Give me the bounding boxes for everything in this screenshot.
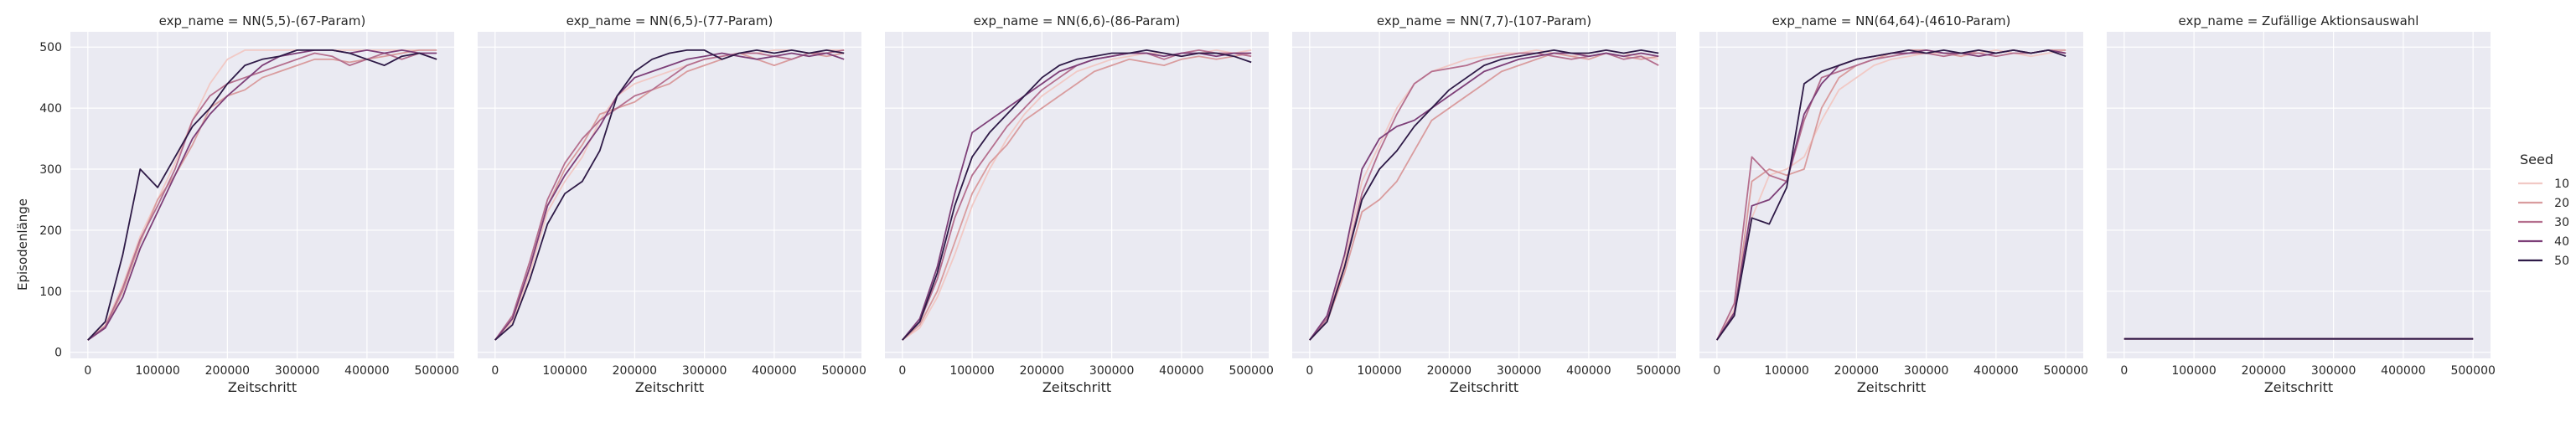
plot-area bbox=[885, 32, 1269, 358]
x-tick-label: 500000 bbox=[2043, 364, 2087, 378]
panel-title: exp_name = NN(7,7)-(107-Param) bbox=[1377, 13, 1591, 29]
plot-area bbox=[1699, 32, 2083, 358]
x-tick-label: 100000 bbox=[2171, 364, 2216, 378]
facet-panel-2: exp_name = NN(6,5)-(77-Param) 0 100000 2000… bbox=[478, 13, 866, 395]
series-line-seed-50 bbox=[87, 49, 437, 341]
x-axis-label: Zeitschritt bbox=[228, 379, 297, 395]
x-tick-label: 400000 bbox=[752, 364, 796, 378]
x-tick-label: 200000 bbox=[1427, 364, 1472, 378]
x-tick-label: 0 bbox=[1306, 364, 1313, 378]
series-line-seed-40 bbox=[494, 52, 845, 341]
series-line-seed-40 bbox=[902, 52, 1252, 341]
series-line-seed-30 bbox=[1715, 49, 2066, 341]
x-tick-label: 100000 bbox=[135, 364, 179, 378]
y-tick-label: 500 bbox=[39, 41, 62, 54]
series-line-seed-10 bbox=[87, 49, 437, 341]
x-tick-label: 100000 bbox=[542, 364, 587, 378]
x-tick-label: 400000 bbox=[344, 364, 389, 378]
x-tick-label: 200000 bbox=[205, 364, 250, 378]
legend: Seed 10 20 30 40 50 bbox=[2518, 152, 2569, 268]
facet-panel-4: exp_name = NN(7,7)-(107-Param) 0 100000 200… bbox=[1292, 13, 1681, 395]
x-tick-label: 400000 bbox=[1159, 364, 1203, 378]
series-line-seed-50 bbox=[902, 49, 1252, 341]
x-axis-label: Zeitschritt bbox=[1857, 379, 1926, 395]
panel-title: exp_name = Zufällige Aktionsauswahl bbox=[2179, 13, 2419, 29]
facet-panel-6: exp_name = Zufällige Aktionsauswahl 0 1000… bbox=[2107, 13, 2496, 395]
series-line-seed-30 bbox=[87, 52, 437, 341]
x-tick-label: 300000 bbox=[1089, 364, 1134, 378]
x-axis-label: Zeitschritt bbox=[635, 379, 704, 395]
legend-title: Seed bbox=[2520, 152, 2553, 167]
plot-area bbox=[2107, 32, 2491, 358]
legend-label-seed-40: 40 bbox=[2554, 235, 2569, 249]
x-tick-label: 0 bbox=[898, 364, 906, 378]
x-tick-label: 400000 bbox=[1566, 364, 1611, 378]
plot-area bbox=[478, 32, 861, 358]
series-line-seed-20 bbox=[494, 52, 845, 341]
facet-panel-1: exp_name = NN(5,5)-(67-Param)0 100000 2000… bbox=[39, 13, 459, 395]
x-tick-label: 0 bbox=[491, 364, 499, 378]
x-tick-label: 100000 bbox=[1357, 364, 1401, 378]
x-tick-label: 300000 bbox=[682, 364, 727, 378]
series-line-seed-10 bbox=[494, 49, 845, 341]
legend-label-seed-50: 50 bbox=[2554, 255, 2569, 268]
facet-panels: exp_name = NN(5,5)-(67-Param)0 100000 2000… bbox=[39, 13, 2496, 395]
series-line-seed-50 bbox=[494, 49, 845, 341]
legend-label-seed-30: 30 bbox=[2554, 216, 2569, 229]
facet-panel-5: exp_name = NN(64,64)-(4610-Param) 0 100000… bbox=[1699, 13, 2088, 395]
y-tick-label: 300 bbox=[39, 163, 62, 177]
y-tick-label: 0 bbox=[54, 347, 62, 360]
legend-label-seed-10: 10 bbox=[2554, 178, 2569, 191]
x-tick-label: 500000 bbox=[414, 364, 458, 378]
x-tick-label: 500000 bbox=[1229, 364, 1273, 378]
y-tick-label: 200 bbox=[39, 224, 62, 238]
y-tick-label: 400 bbox=[39, 102, 62, 116]
x-axis-label: Zeitschritt bbox=[1450, 379, 1518, 395]
panel-title: exp_name = NN(64,64)-(4610-Param) bbox=[1772, 13, 2011, 29]
x-tick-label: 100000 bbox=[1764, 364, 1808, 378]
x-tick-label: 500000 bbox=[2450, 364, 2495, 378]
x-tick-label: 0 bbox=[2120, 364, 2128, 378]
x-tick-label: 0 bbox=[1713, 364, 1720, 378]
x-tick-label: 200000 bbox=[1020, 364, 1064, 378]
y-tick-label: 100 bbox=[39, 286, 62, 299]
x-tick-label: 0 bbox=[84, 364, 91, 378]
x-axis-label: Zeitschritt bbox=[2264, 379, 2333, 395]
y-axis-label: Episodenlänge bbox=[15, 198, 30, 291]
series-line-seed-30 bbox=[494, 49, 845, 341]
series-line-seed-50 bbox=[1716, 49, 2066, 341]
x-tick-label: 200000 bbox=[613, 364, 657, 378]
x-tick-label: 300000 bbox=[2311, 364, 2356, 378]
series-line-seed-40 bbox=[87, 49, 437, 341]
legend-label-seed-20: 20 bbox=[2554, 197, 2569, 210]
x-tick-label: 500000 bbox=[1636, 364, 1680, 378]
series-line-seed-40 bbox=[1309, 52, 1659, 341]
x-axis-label: Zeitschritt bbox=[1042, 379, 1111, 395]
x-tick-label: 200000 bbox=[1834, 364, 1879, 378]
series-line-seed-20 bbox=[902, 52, 1252, 341]
x-tick-label: 100000 bbox=[949, 364, 994, 378]
series-line-seed-50 bbox=[1309, 49, 1659, 341]
series-line-seed-20 bbox=[1309, 52, 1659, 341]
plot-area bbox=[1292, 32, 1676, 358]
x-tick-label: 400000 bbox=[1973, 364, 2018, 378]
panel-title: exp_name = NN(6,5)-(77-Param) bbox=[566, 13, 773, 29]
x-tick-label: 200000 bbox=[2242, 364, 2286, 378]
x-tick-label: 300000 bbox=[1904, 364, 1948, 378]
panel-title: exp_name = NN(5,5)-(67-Param) bbox=[159, 13, 366, 29]
x-tick-label: 500000 bbox=[821, 364, 866, 378]
facet-panel-3: exp_name = NN(6,6)-(86-Param) 0 100000 2000… bbox=[885, 13, 1274, 395]
x-tick-label: 400000 bbox=[2381, 364, 2425, 378]
plot-area bbox=[70, 32, 454, 358]
series-line-seed-10 bbox=[1716, 49, 2066, 341]
x-tick-label: 300000 bbox=[275, 364, 319, 378]
panel-title: exp_name = NN(6,6)-(86-Param) bbox=[974, 13, 1181, 29]
x-tick-label: 300000 bbox=[1497, 364, 1541, 378]
